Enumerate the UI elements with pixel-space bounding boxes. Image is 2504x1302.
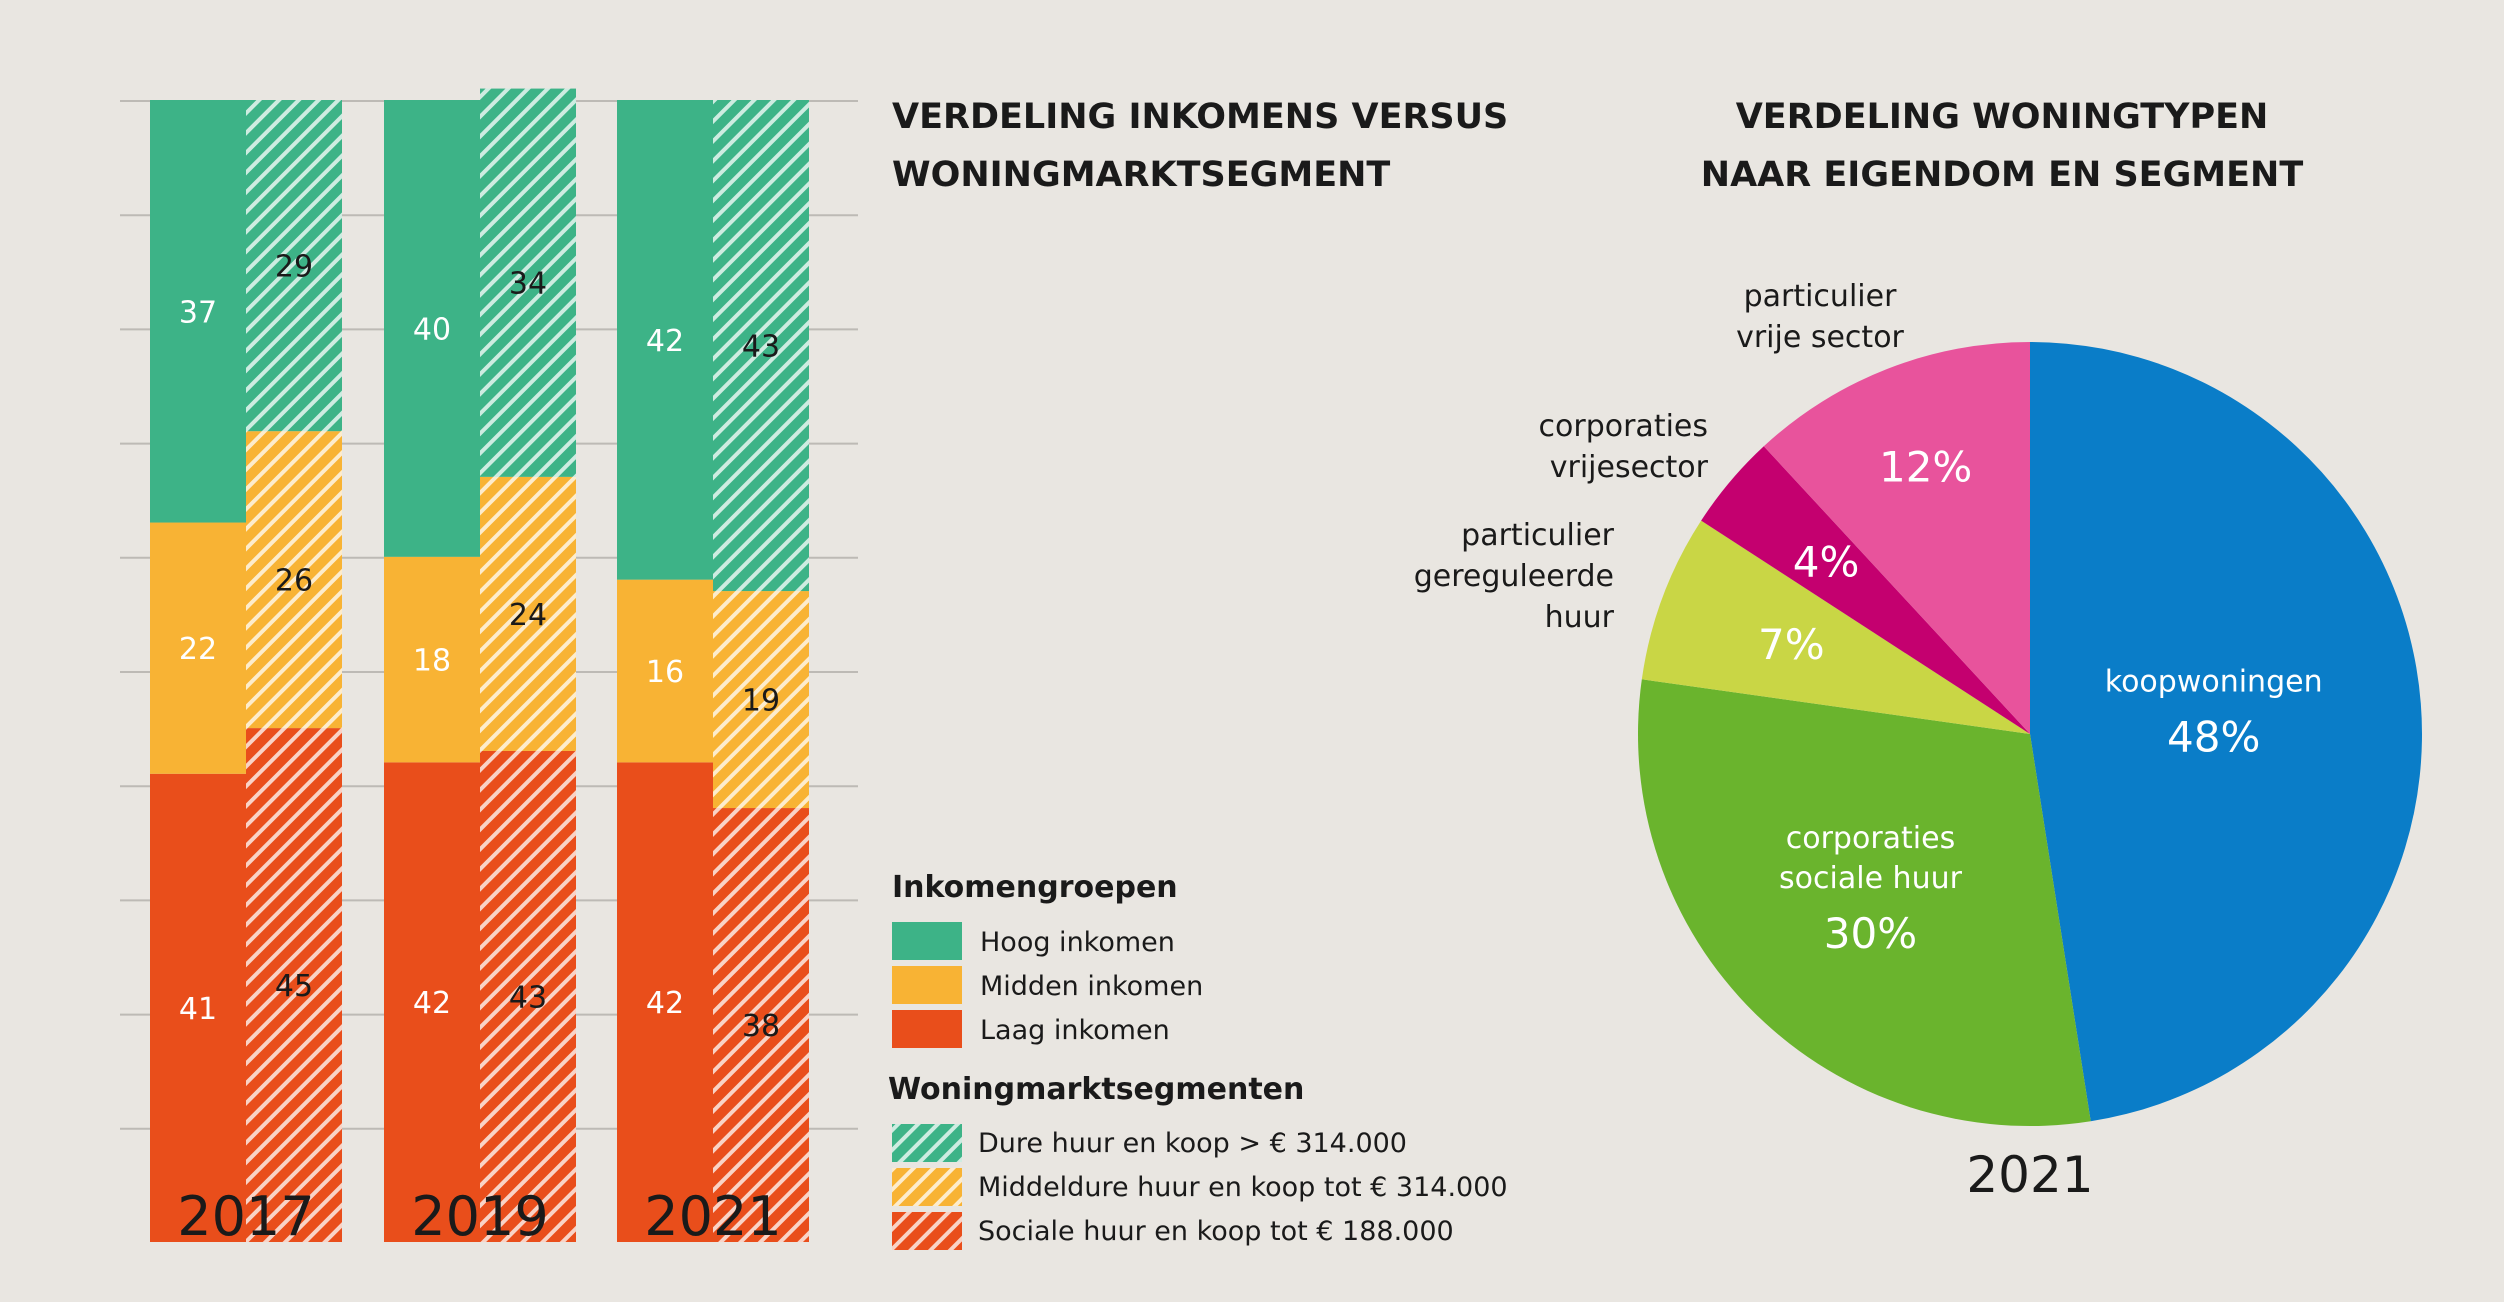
pie-chart: koopwoningen 48% corporaties sociale huur 30… (1414, 279, 2422, 1126)
legend-label-hoog: Hoog inkomen (980, 927, 1175, 958)
pie-label-koop: koopwoningen (2105, 665, 2323, 700)
bar-value-label: 42 (413, 986, 451, 1021)
pie-slice-part_gereguleerd (1641, 520, 2030, 734)
bar-segment-segment-laag-2017 (246, 728, 342, 1242)
bar-chart-title-line-1: VERDELING INKOMENS VERSUS (892, 97, 1508, 137)
bar-segment-inkomen-laag-2017 (150, 773, 246, 1242)
bar-value-label: 29 (275, 250, 313, 285)
bar-value-label: 19 (742, 684, 780, 719)
bar-segment-segment-hoog-2017 (246, 100, 342, 432)
pie-label-part_vrije: vrije sector (1736, 320, 1904, 355)
pie-chart-title-line-2: NAAR EIGENDOM EN SEGMENT (1701, 155, 2304, 195)
pie-slice-koop (2030, 342, 2422, 1122)
pie-label-corp_vrije: corporaties (1539, 409, 1708, 444)
bar-segment-segment-hoog-2021 (713, 100, 809, 592)
bar-chart-title: VERDELING INKOMENS VERSUS WONINGMARKTSEG… (892, 97, 1508, 195)
pie-label-corp_sociaal: corporaties (1786, 821, 1955, 856)
bar-segment-inkomen-laag-2019 (384, 762, 480, 1242)
stacked-bar-chart: 41 22 37 45 26 29 2017 42 18 40 43 24 34 2019 42 16 42 38… (150, 88, 809, 1248)
bar-segment-inkomen-laag-2021 (617, 762, 713, 1242)
legend-swatch-sociale (892, 1212, 962, 1250)
pie-label-part_gereguleerd: particulier (1461, 518, 1614, 553)
bar-segment-inkomen-hoog-2017 (150, 100, 246, 523)
bar-chart-legend: Inkomengroepen Hoog inkomen Midden inkom… (888, 870, 1508, 1250)
bar-value-label: 24 (509, 598, 547, 633)
legend-heading-segment: Woningmarktsegmenten (888, 1072, 1304, 1107)
pie-pct-part_vrije: 12% (1879, 443, 1972, 492)
x-tick-label-2019: 2019 (411, 1185, 548, 1248)
bar-segment-segment-laag-2019 (480, 750, 576, 1242)
legend-swatch-hoog (892, 922, 962, 960)
bar-segment-segment-midden-2021 (713, 591, 809, 809)
bar-segment-inkomen-midden-2021 (617, 579, 713, 763)
legend-label-sociale: Sociale huur en koop tot € 188.000 (978, 1216, 1454, 1247)
bar-segment-segment-hoog-2019 (480, 88, 576, 477)
pie-label-corp_sociaal: sociale huur (1779, 861, 1963, 896)
bar-value-label: 43 (509, 980, 547, 1015)
legend-swatch-middeldure (892, 1168, 962, 1206)
legend-label-laag: Laag inkomen (980, 1015, 1170, 1046)
bar-segment-segment-laag-2021 (713, 808, 809, 1242)
bar-value-label: 38 (742, 1009, 780, 1044)
bar-chart-title-line-2: WONINGMARKTSEGMENT (892, 155, 1390, 195)
bar-value-label: 16 (646, 655, 684, 690)
legend-label-midden: Midden inkomen (980, 971, 1203, 1002)
bar-segment-inkomen-hoog-2019 (384, 100, 480, 557)
bar-value-label: 26 (275, 564, 313, 599)
legend-heading-inkomen: Inkomengroepen (892, 870, 1178, 905)
pie-label-corp_vrije: vrijesector (1550, 450, 1709, 485)
bar-value-label: 34 (509, 267, 547, 302)
bar-value-label: 41 (179, 992, 217, 1027)
bar-value-label: 42 (646, 324, 684, 359)
bar-value-label: 18 (413, 644, 451, 679)
pie-slice-corp_vrije (1701, 446, 2030, 734)
x-tick-label-2017: 2017 (177, 1185, 314, 1248)
pie-label-part_vrije: particulier (1744, 279, 1897, 314)
pie-pct-corp_vrije: 4% (1793, 537, 1860, 586)
pie-pct-part_gereguleerd: 7% (1758, 620, 1825, 669)
pie-chart-year: 2021 (1966, 1146, 2093, 1204)
bar-segment-inkomen-midden-2017 (150, 522, 246, 774)
bar-segment-segment-midden-2017 (246, 431, 342, 729)
pie-label-part_gereguleerd: gereguleerde (1414, 559, 1614, 594)
bar-value-label: 40 (413, 312, 451, 347)
legend-swatch-dure (892, 1124, 962, 1162)
bar-segment-inkomen-midden-2019 (384, 556, 480, 763)
pie-pct-corp_sociaal: 30% (1824, 909, 1917, 958)
bar-value-label: 37 (179, 295, 217, 330)
bar-value-label: 45 (275, 969, 313, 1004)
x-tick-label-2021: 2021 (644, 1185, 781, 1248)
pie-label-part_gereguleerd: huur (1545, 600, 1615, 635)
legend-label-middeldure: Middeldure huur en koop tot € 314.000 (978, 1172, 1508, 1203)
pie-slice-corp_sociaal (1637, 679, 2091, 1126)
bar-value-label: 42 (646, 986, 684, 1021)
pie-pct-koop: 48% (2167, 713, 2260, 762)
legend-label-dure: Dure huur en koop > € 314.000 (978, 1128, 1407, 1159)
legend-swatch-midden (892, 966, 962, 1004)
pie-slice-part_vrije (1763, 342, 2030, 734)
bar-value-label: 22 (179, 632, 217, 667)
pie-chart-title-line-1: VERDELING WONINGTYPEN (1736, 97, 2269, 137)
pie-chart-title: VERDELING WONINGTYPEN NAAR EIGENDOM EN S… (1701, 97, 2304, 195)
bar-segment-segment-midden-2019 (480, 476, 576, 751)
legend-swatch-laag (892, 1010, 962, 1048)
bar-value-label: 43 (742, 330, 780, 365)
bar-segment-inkomen-hoog-2021 (617, 100, 713, 580)
